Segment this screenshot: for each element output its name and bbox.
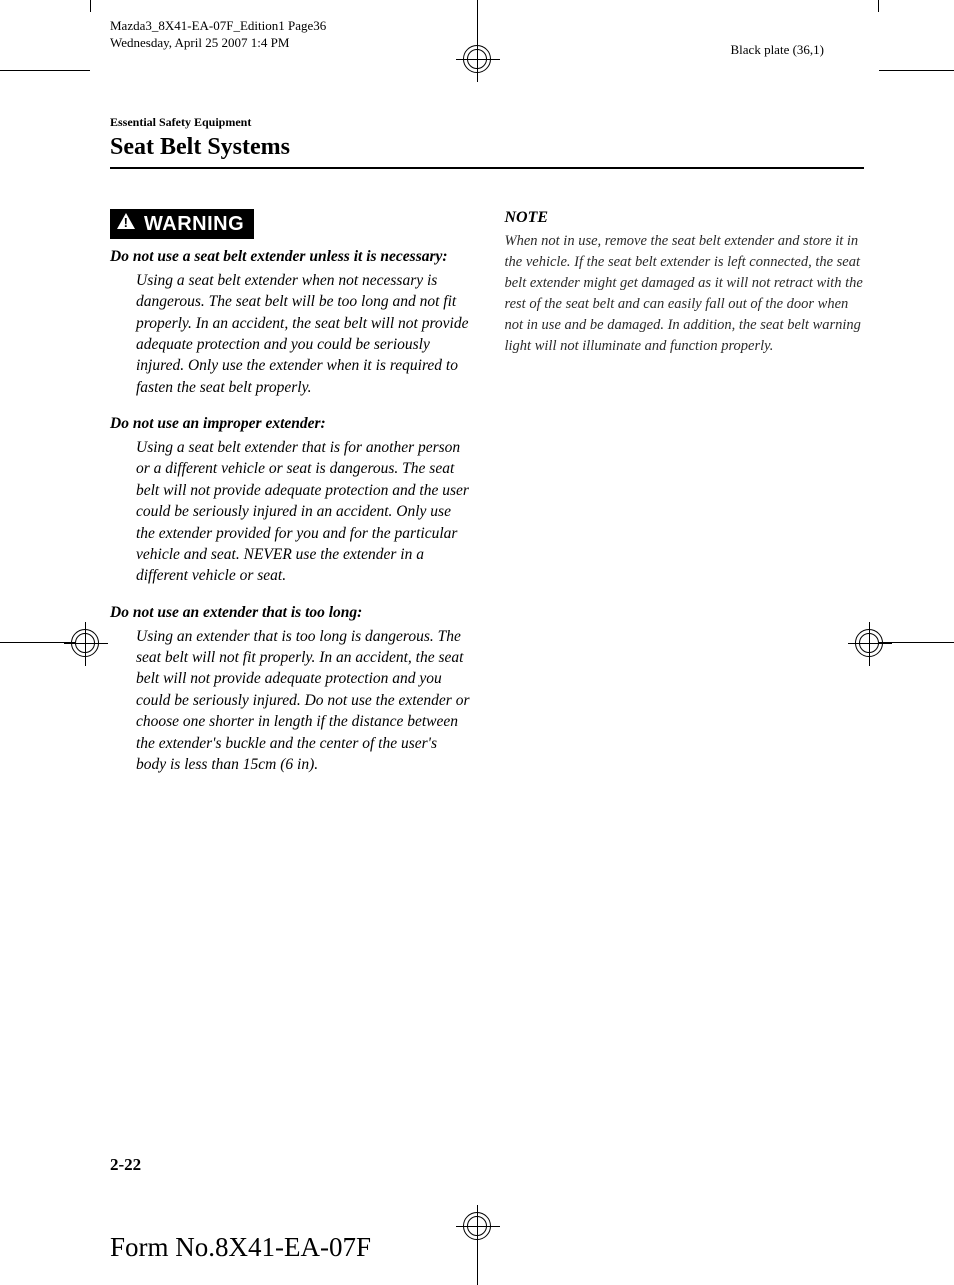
page-content: Essential Safety Equipment Seat Belt Sys… [110,115,864,791]
crop-corner [90,0,91,12]
note-body: When not in use, remove the seat belt ex… [505,231,865,357]
warning-heading: Do not use an improper extender: [110,414,470,435]
warning-heading: Do not use a seat belt extender unless i… [110,247,470,268]
note-label: NOTE [505,209,865,227]
warning-body: Using a seat belt extender that is for a… [136,437,470,587]
page-number: 2-22 [110,1155,141,1175]
crop-mark-top [463,0,491,73]
crop-mark-left [0,629,99,657]
form-number: Form No.8X41-EA-07F [110,1232,371,1263]
crop-corner [879,70,954,71]
two-column-layout: ! WARNING Do not use a seat belt extende… [110,209,864,791]
warning-body: Using an extender that is too long is da… [136,626,470,776]
warning-block: Do not use an extender that is too long:… [110,603,470,776]
chapter-label: Essential Safety Equipment [110,115,864,130]
svg-text:!: ! [124,215,129,230]
crop-mark-bottom [463,1212,491,1285]
warning-block: Do not use an improper extender: Using a… [110,414,470,587]
left-column: ! WARNING Do not use a seat belt extende… [110,209,470,791]
crop-mark-right [855,629,954,657]
warning-heading: Do not use an extender that is too long: [110,603,470,624]
warning-triangle-icon: ! [116,212,136,236]
crop-corner [878,0,879,12]
doc-date: Wednesday, April 25 2007 1:4 PM [110,35,326,52]
section-title: Seat Belt Systems [110,134,864,169]
header-plate: Black plate (36,1) [731,42,825,58]
crop-corner [0,70,90,71]
doc-id: Mazda3_8X41-EA-07F_Edition1 Page36 [110,18,326,35]
warning-body: Using a seat belt extender when not nece… [136,270,470,398]
warning-block: Do not use a seat belt extender unless i… [110,247,470,398]
header-left: Mazda3_8X41-EA-07F_Edition1 Page36 Wedne… [110,18,326,52]
warning-label-text: WARNING [144,213,244,236]
warning-badge: ! WARNING [110,209,254,239]
right-column: NOTE When not in use, remove the seat be… [505,209,865,791]
